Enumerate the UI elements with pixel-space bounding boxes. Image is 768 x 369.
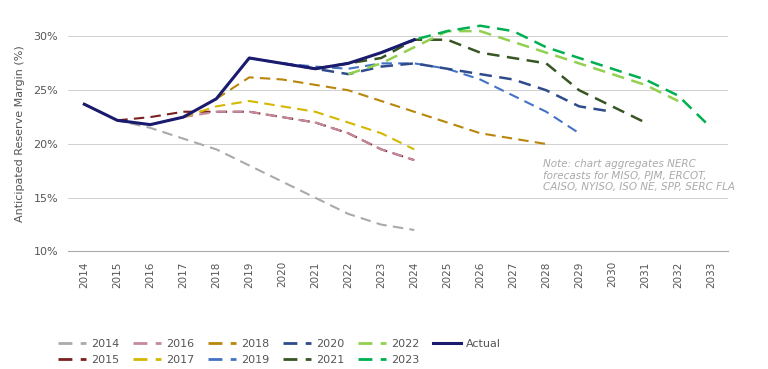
Text: Note: chart aggregates NERC
forecasts for MISO, PJM, ERCOT,
CAISO, NYISO, ISO NE: Note: chart aggregates NERC forecasts fo… [543,159,735,192]
Legend: 2014, 2015, 2016, 2017, 2018, 2019, 2020, 2021, 2022, 2023, Actual: 2014, 2015, 2016, 2017, 2018, 2019, 2020… [54,335,505,369]
Y-axis label: Anticipated Reserve Margin (%): Anticipated Reserve Margin (%) [15,45,25,222]
